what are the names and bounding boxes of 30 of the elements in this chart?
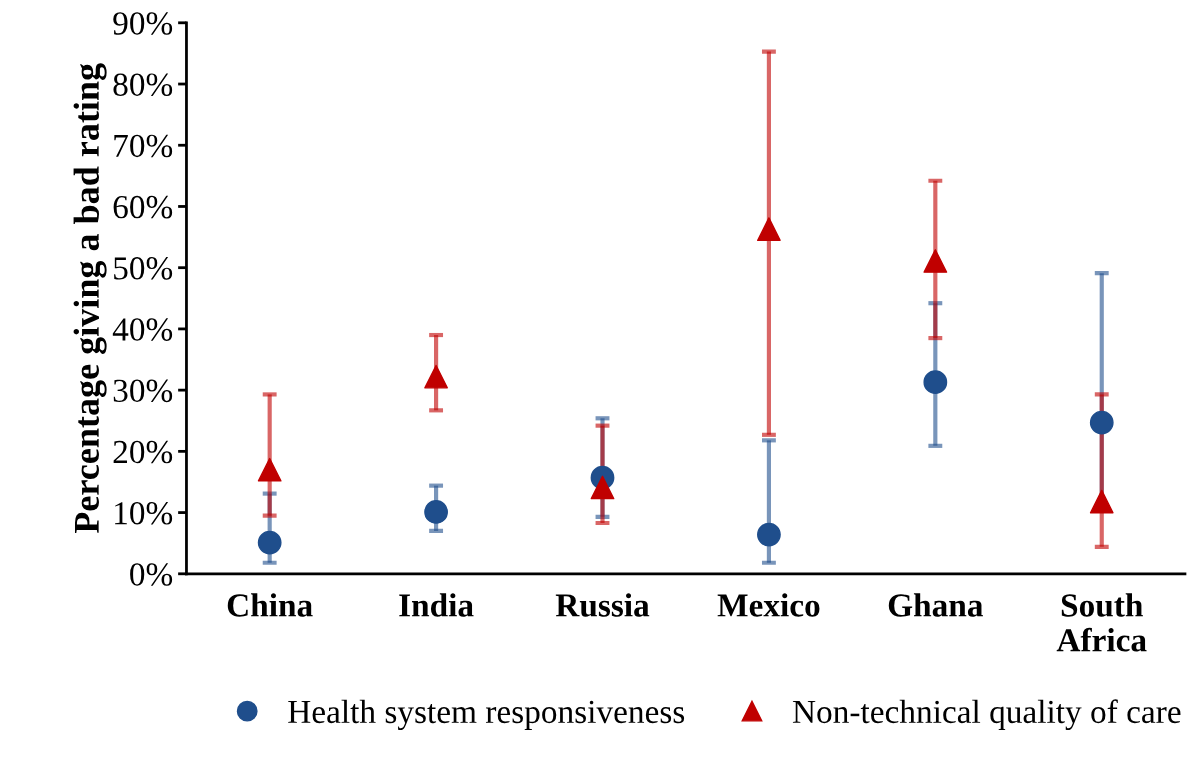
legend-label: Health system responsiveness [288, 699, 685, 730]
y-tick-label: 20% [113, 440, 173, 464]
y-tick-label: 0% [130, 563, 173, 586]
y-tick-label: 10% [115, 501, 173, 525]
y-tick-label: 50% [114, 257, 173, 280]
point [1089, 410, 1114, 435]
x-tick-label: India [399, 593, 474, 617]
x-tick-label: Mexico [717, 593, 820, 617]
point [923, 249, 948, 273]
y-axis-title: Percentage giving a bad rating [73, 63, 107, 534]
y-tick-label: 40% [112, 318, 173, 341]
point [257, 530, 282, 555]
point [257, 457, 282, 482]
x-tick-label: Russia [555, 593, 650, 617]
point [424, 364, 448, 389]
point [923, 370, 948, 395]
x-tick-label: South Africa [1056, 593, 1147, 652]
x-tick-label: China [227, 593, 313, 617]
point [590, 475, 615, 500]
point [757, 217, 781, 242]
point [424, 500, 448, 524]
y-tick-label: 30% [113, 379, 173, 403]
y-tick-label: 90% [113, 12, 173, 35]
legend-label: Non-technical quality of care [792, 699, 1181, 730]
point [1089, 489, 1114, 514]
y-tick-label: 70% [114, 134, 173, 158]
y-tick-label: 80% [113, 73, 173, 97]
y-tick-label: 60% [113, 195, 173, 219]
point [757, 522, 781, 547]
x-tick-label: Ghana [888, 593, 983, 617]
